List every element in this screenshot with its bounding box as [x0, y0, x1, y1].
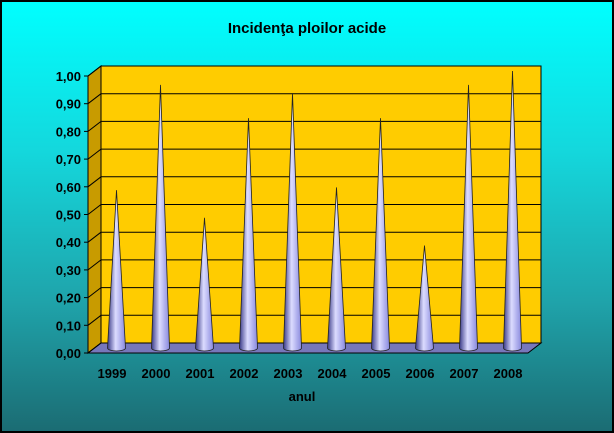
x-tick-label: 1999: [98, 366, 127, 381]
bar-cone: [239, 118, 258, 352]
bar-cone: [283, 93, 302, 352]
gridline-side: [87, 121, 102, 132]
gridline-side: [87, 231, 102, 243]
bar-cone: [459, 84, 478, 352]
bar-cone-body: [107, 190, 126, 352]
bar-cone-body: [195, 217, 214, 352]
bar-cone-body: [239, 118, 258, 352]
x-tick-label: 2006: [406, 366, 435, 381]
y-tick-label: 0,60: [56, 180, 81, 195]
bar-cone-body: [503, 70, 522, 352]
gridline-side: [87, 176, 102, 188]
gridline-side: [87, 65, 102, 77]
x-tick-label: 2003: [274, 366, 303, 381]
y-tick-label: 0,40: [56, 235, 81, 250]
bar-cone-body: [459, 84, 478, 352]
bar-cone-body: [371, 118, 390, 352]
gridline-side: [87, 314, 102, 326]
bar-cone-body: [283, 93, 302, 352]
y-tick-label: 0,90: [56, 97, 81, 112]
gridline-side: [87, 93, 102, 105]
bar-cone: [151, 84, 170, 352]
y-tick-label: 1,00: [56, 69, 81, 84]
gridline-side: [87, 204, 102, 215]
bar-cone: [107, 190, 126, 352]
x-tick-label: 2005: [362, 366, 391, 381]
y-tick-label: 0,50: [56, 208, 81, 223]
gridline-side: [87, 287, 102, 298]
gridlines: [84, 65, 541, 354]
bar-cone: [415, 245, 434, 352]
y-tick-label: 0,80: [56, 124, 81, 139]
x-tick-label: 2000: [142, 366, 171, 381]
gridline-side: [87, 259, 102, 271]
bar-cone: [503, 70, 522, 352]
y-tick-label: 0,30: [56, 263, 81, 278]
y-tick-label: 0,00: [56, 346, 81, 361]
bar-series: [107, 70, 522, 352]
x-tick-label: 2008: [494, 366, 523, 381]
x-tick-labels: 1999 2000 2001 2002 2003 2004 2005 2006 2007 2008: [98, 366, 523, 381]
x-tick-label: 2002: [230, 366, 259, 381]
bar-cone-body: [327, 187, 346, 352]
x-axis-label: anul: [289, 389, 316, 404]
x-tick-label: 2001: [186, 366, 215, 381]
x-tick-label: 2004: [318, 366, 348, 381]
bar-cone-body: [151, 84, 170, 352]
bar-cone: [195, 217, 214, 352]
y-tick-label: 0,20: [56, 291, 81, 306]
gridline-side: [87, 148, 102, 160]
bar-cone: [371, 118, 390, 352]
bar-cone-body: [415, 245, 434, 352]
chart-title: Incidenţa ploilor acide: [228, 20, 386, 37]
gridline-side: [87, 342, 102, 354]
y-tick-label: 0,70: [56, 152, 81, 167]
x-tick-label: 2007: [450, 366, 479, 381]
y-tick-labels: 0,00 0,10 0,20 0,30 0,40 0,50 0,60 0,70 0,80 0,90…: [56, 69, 81, 361]
y-tick-label: 0,10: [56, 318, 81, 333]
bar-cone: [327, 187, 346, 352]
